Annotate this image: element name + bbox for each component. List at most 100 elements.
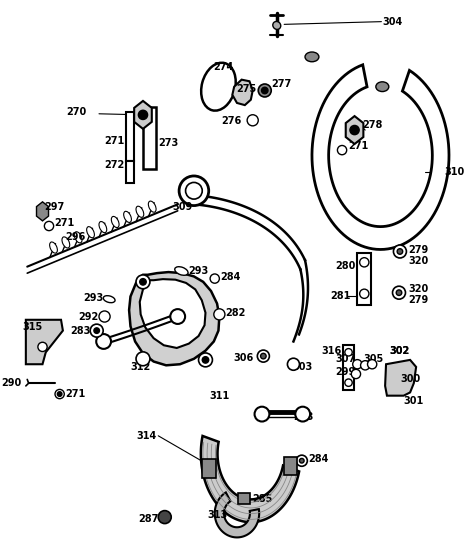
Text: 284: 284 xyxy=(220,273,241,282)
Text: 313: 313 xyxy=(208,510,228,520)
Text: 285: 285 xyxy=(252,493,272,504)
Text: 306: 306 xyxy=(234,353,254,363)
Text: 283: 283 xyxy=(70,326,91,336)
Text: 300: 300 xyxy=(401,375,421,385)
Circle shape xyxy=(392,286,405,299)
Circle shape xyxy=(140,279,146,285)
Ellipse shape xyxy=(148,201,156,212)
Ellipse shape xyxy=(50,242,57,253)
Circle shape xyxy=(45,221,54,231)
Circle shape xyxy=(55,390,64,398)
Ellipse shape xyxy=(124,211,131,223)
Text: 302: 302 xyxy=(390,346,410,356)
Polygon shape xyxy=(232,79,253,105)
Text: 271: 271 xyxy=(66,389,86,399)
Ellipse shape xyxy=(74,232,82,243)
Circle shape xyxy=(367,360,377,369)
Circle shape xyxy=(247,115,258,126)
Text: 314: 314 xyxy=(137,431,157,441)
Ellipse shape xyxy=(305,52,319,62)
Text: 280: 280 xyxy=(336,261,356,271)
Text: 278: 278 xyxy=(362,120,383,130)
Circle shape xyxy=(393,245,406,258)
Polygon shape xyxy=(385,360,416,396)
Circle shape xyxy=(345,379,352,386)
Circle shape xyxy=(57,392,62,396)
Text: 311: 311 xyxy=(209,391,229,401)
Text: 282: 282 xyxy=(225,307,246,317)
Text: 279: 279 xyxy=(408,245,428,255)
Text: 290: 290 xyxy=(1,378,21,388)
Circle shape xyxy=(345,349,352,356)
Ellipse shape xyxy=(99,221,107,233)
Text: 276: 276 xyxy=(221,117,242,127)
Bar xyxy=(238,493,250,504)
Bar xyxy=(143,107,156,169)
Ellipse shape xyxy=(273,22,281,29)
Polygon shape xyxy=(134,101,152,129)
Ellipse shape xyxy=(136,206,144,218)
Circle shape xyxy=(350,125,359,135)
Text: 273: 273 xyxy=(158,138,179,148)
Circle shape xyxy=(38,342,47,351)
Ellipse shape xyxy=(87,226,94,238)
Circle shape xyxy=(138,110,147,119)
Circle shape xyxy=(158,511,171,523)
Circle shape xyxy=(90,324,103,337)
Ellipse shape xyxy=(103,296,115,302)
Text: 320: 320 xyxy=(408,284,428,294)
Circle shape xyxy=(210,274,219,283)
Text: 303: 303 xyxy=(292,362,313,372)
Text: 293: 293 xyxy=(188,266,208,276)
Circle shape xyxy=(170,309,185,324)
Polygon shape xyxy=(26,320,63,364)
Text: 271: 271 xyxy=(348,142,368,152)
Text: 315: 315 xyxy=(23,322,43,332)
Circle shape xyxy=(396,290,402,295)
Polygon shape xyxy=(346,116,364,144)
Text: 304: 304 xyxy=(383,17,402,27)
Circle shape xyxy=(199,353,212,367)
Circle shape xyxy=(351,370,361,379)
Circle shape xyxy=(96,334,111,349)
Circle shape xyxy=(186,183,202,199)
Text: 279: 279 xyxy=(408,295,428,305)
Polygon shape xyxy=(312,65,449,249)
Bar xyxy=(126,112,134,161)
Circle shape xyxy=(202,357,209,363)
Polygon shape xyxy=(215,492,259,537)
Text: 302: 302 xyxy=(390,346,410,356)
Text: 292: 292 xyxy=(78,311,98,321)
Text: 301: 301 xyxy=(404,396,424,406)
Ellipse shape xyxy=(376,82,389,92)
Text: 272: 272 xyxy=(104,160,125,170)
Text: 281: 281 xyxy=(330,291,351,301)
Text: 309: 309 xyxy=(173,202,193,212)
Circle shape xyxy=(257,350,269,362)
Text: 274: 274 xyxy=(213,62,234,72)
Circle shape xyxy=(360,289,369,299)
Polygon shape xyxy=(201,436,299,522)
Circle shape xyxy=(94,328,100,334)
Bar xyxy=(284,457,297,475)
Circle shape xyxy=(337,145,346,155)
Text: 283: 283 xyxy=(293,412,314,422)
Circle shape xyxy=(361,361,370,370)
Circle shape xyxy=(255,407,269,421)
Text: 307: 307 xyxy=(336,354,356,364)
Circle shape xyxy=(258,84,271,97)
Text: 270: 270 xyxy=(66,107,86,117)
Circle shape xyxy=(262,87,268,94)
Text: 296: 296 xyxy=(66,232,86,242)
Circle shape xyxy=(397,249,403,254)
Text: 287: 287 xyxy=(138,514,158,524)
Circle shape xyxy=(136,275,150,289)
Text: 316: 316 xyxy=(322,346,342,356)
Text: 275: 275 xyxy=(237,84,257,94)
Text: 277: 277 xyxy=(271,79,292,89)
Ellipse shape xyxy=(62,237,70,248)
Polygon shape xyxy=(36,202,48,221)
Bar xyxy=(126,161,134,183)
Polygon shape xyxy=(129,272,219,365)
Circle shape xyxy=(295,407,310,421)
